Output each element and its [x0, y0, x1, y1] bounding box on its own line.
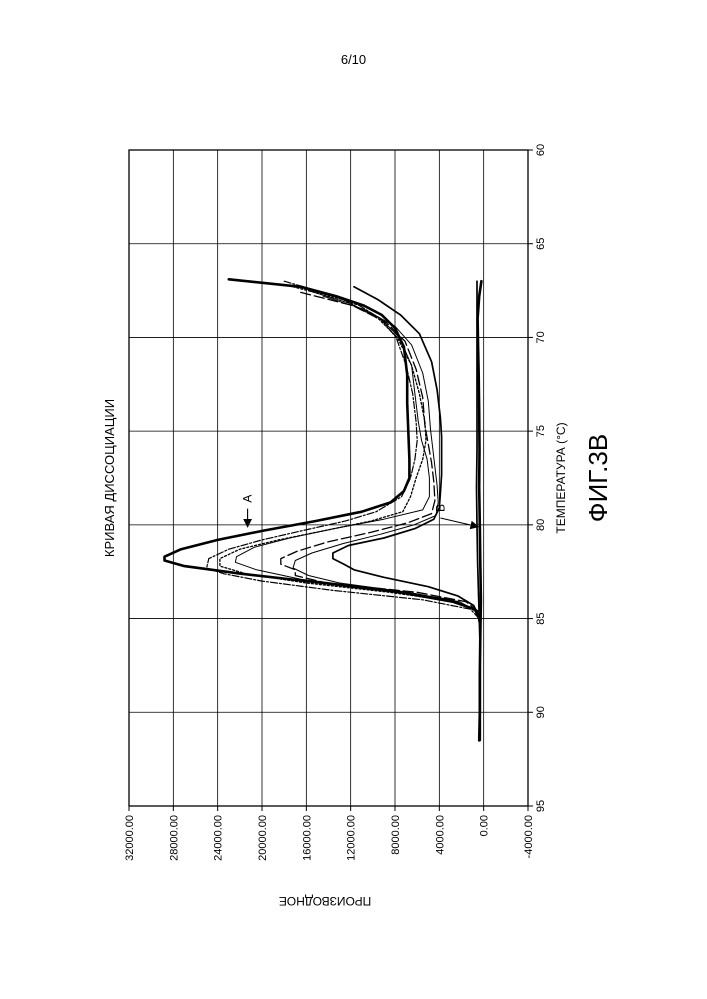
figure-caption: ФИГ.3В [583, 434, 613, 522]
annotation-label-a: A [241, 495, 255, 503]
y-tick-label: 12000.00 [346, 815, 358, 861]
x-tick-label: 85 [535, 612, 547, 624]
y-tick-label: 32000.00 [124, 815, 136, 861]
series-line-1 [165, 279, 480, 618]
plot-frame [129, 150, 528, 806]
x-axis-label: ТЕМПЕРАТУРА (°C) [554, 422, 568, 533]
y-tick-label: 16000.00 [301, 815, 313, 861]
x-tick-label: 95 [535, 800, 547, 812]
x-tick-label: 60 [535, 144, 547, 156]
y-tick-label: 8000.00 [390, 815, 402, 855]
series-line-2 [207, 281, 480, 618]
series-line-5 [281, 292, 479, 618]
x-tick-label: 65 [535, 238, 547, 250]
annotation-label-b: B [433, 504, 447, 512]
y-axis-label: ПРОИЗВОДНОЕ [279, 894, 371, 908]
x-tick-label: 75 [535, 425, 547, 437]
x-tick-label: 90 [535, 706, 547, 718]
series-line-4 [235, 291, 479, 619]
series-line-3 [220, 287, 479, 619]
plot-border [129, 150, 528, 806]
annotation-arrow-b [440, 518, 478, 527]
chart-title: КРИВАЯ ДИССОЦИАЦИИ [102, 399, 117, 557]
y-tick-label: 4000.00 [434, 815, 446, 855]
y-tick-label: 28000.00 [168, 815, 180, 861]
grid-lines [129, 150, 533, 811]
x-tick-label: 80 [535, 519, 547, 531]
y-tick-label: 24000.00 [213, 815, 225, 861]
y-tick-label: 0.00 [479, 815, 491, 836]
y-tick-label: 20000.00 [257, 815, 269, 861]
annotations: AB [241, 495, 479, 527]
series-line-6 [293, 296, 479, 618]
x-tick-label: 70 [535, 331, 547, 343]
y-tick-label: -4000.00 [523, 815, 535, 858]
